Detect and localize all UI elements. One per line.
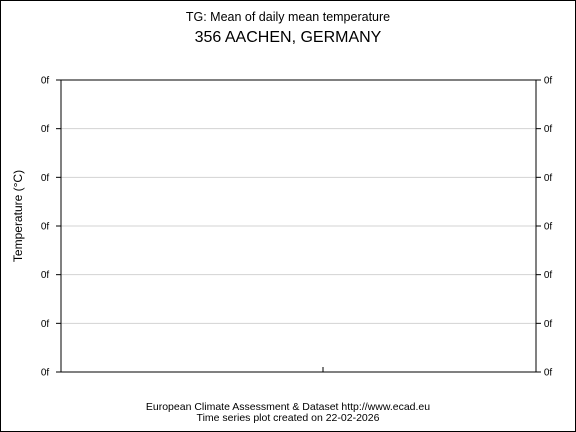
y-tick-label-left: 0f: [41, 173, 50, 184]
y-tick-label-left: 0f: [41, 76, 50, 87]
y-tick-label-left: 0f: [41, 368, 50, 379]
y-tick-label-right: 0f: [544, 124, 553, 135]
footer-credit: European Climate Assessment & Dataset ht…: [146, 401, 430, 413]
y-tick-label-left: 0f: [41, 124, 50, 135]
y-axis-right: 0f 0f 0f 0f 0f 0f 0f: [536, 76, 552, 379]
y-tick-label-left: 0f: [41, 222, 50, 233]
y-tick-label-right: 0f: [544, 319, 553, 330]
y-axis-left: 0f 0f 0f 0f 0f 0f 0f: [41, 76, 61, 379]
y-tick-label-right: 0f: [544, 270, 553, 281]
footer-created: Time series plot created on 22-02-2026: [197, 412, 380, 424]
y-tick-label-right: 0f: [544, 173, 553, 184]
y-tick-label-right: 0f: [544, 222, 553, 233]
y-tick-label-right: 0f: [544, 76, 553, 87]
y-tick-label-left: 0f: [41, 319, 50, 330]
chart-subtitle: 356 AACHEN, GERMANY: [195, 29, 382, 46]
y-axis-label: Temperature (°C): [11, 170, 25, 262]
chart-title: TG: Mean of daily mean temperature: [186, 10, 390, 24]
gridlines: [61, 128, 536, 324]
y-tick-label-left: 0f: [41, 270, 50, 281]
y-tick-label-right: 0f: [544, 368, 553, 379]
